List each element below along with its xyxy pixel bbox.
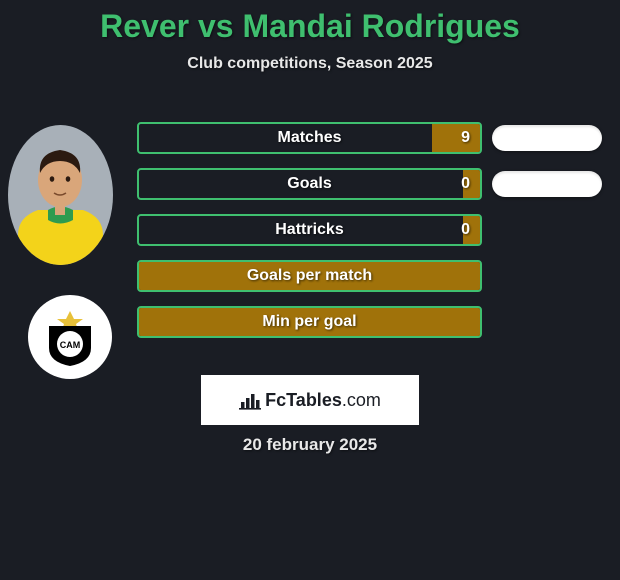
stat-label: Goals per match [139, 267, 480, 285]
stat-row: Goals per match [137, 260, 620, 292]
stat-label: Hattricks [139, 221, 480, 239]
attribution-text: FcTables.com [265, 390, 381, 411]
stat-row: Hattricks0 [137, 214, 620, 246]
stat-pill-right [492, 171, 602, 197]
date-label: 20 february 2025 [0, 435, 620, 455]
stats-block: Matches9Goals0Hattricks0Goals per matchM… [137, 122, 620, 352]
bar-chart-icon [239, 389, 261, 411]
club-badge: CAM [28, 295, 112, 379]
player-photo [8, 125, 113, 265]
subtitle: Club competitions, Season 2025 [0, 55, 620, 73]
page-title: Rever vs Mandai Rodrigues [0, 0, 620, 45]
stat-bar-left: Goals0 [137, 168, 482, 200]
stat-bar-left: Hattricks0 [137, 214, 482, 246]
stat-value-left: 0 [461, 221, 470, 239]
stat-label: Goals [139, 175, 480, 193]
stat-bar-left: Goals per match [137, 260, 482, 292]
stat-pill-right [492, 125, 602, 151]
stat-bar-left: Matches9 [137, 122, 482, 154]
stat-label: Min per goal [139, 313, 480, 331]
stat-label: Matches [139, 129, 480, 147]
stat-value-left: 0 [461, 175, 470, 193]
stat-bar-left: Min per goal [137, 306, 482, 338]
player-avatar-icon [8, 125, 113, 265]
stat-row: Goals0 [137, 168, 620, 200]
club-shield-text: CAM [60, 340, 81, 350]
stat-value-left: 9 [461, 129, 470, 147]
stat-row: Min per goal [137, 306, 620, 338]
attribution-box: FcTables.com [201, 375, 419, 425]
club-shield-icon: CAM [41, 308, 99, 366]
stat-row: Matches9 [137, 122, 620, 154]
